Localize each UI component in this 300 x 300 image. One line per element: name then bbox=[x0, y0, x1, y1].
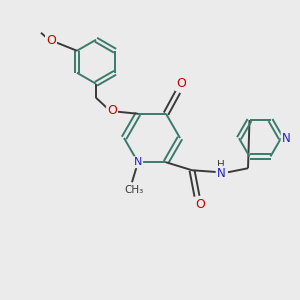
Text: O: O bbox=[176, 77, 186, 90]
Text: O: O bbox=[195, 198, 205, 211]
Text: N: N bbox=[134, 157, 142, 167]
Text: H: H bbox=[217, 160, 225, 170]
Text: N: N bbox=[217, 167, 225, 180]
Text: O: O bbox=[46, 34, 56, 47]
Text: CH₃: CH₃ bbox=[124, 185, 144, 195]
Text: N: N bbox=[282, 132, 290, 145]
Text: O: O bbox=[107, 104, 117, 117]
